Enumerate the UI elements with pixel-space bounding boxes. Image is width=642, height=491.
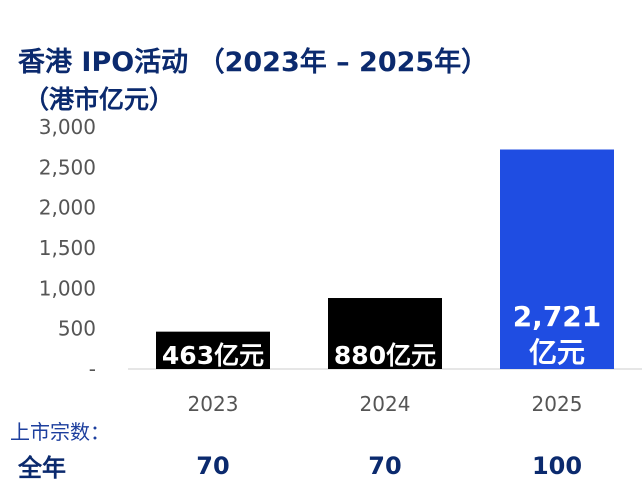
- y-tick-label: 1,000: [39, 276, 96, 300]
- data-label: 亿元: [529, 336, 585, 369]
- y-tick-label: 2,500: [39, 155, 96, 179]
- listing-count-label: 上市宗数：: [10, 420, 110, 444]
- listing-count: 100: [532, 452, 582, 480]
- bar: [328, 298, 442, 369]
- x-tick-label: 2025: [532, 392, 583, 416]
- unit-label: （港市亿元）: [24, 85, 175, 114]
- data-label: 2,721: [513, 300, 602, 333]
- x-tick-label: 2024: [360, 392, 411, 416]
- x-tick-label: 2023: [188, 392, 239, 416]
- listing-count: 70: [196, 452, 229, 480]
- y-tick-label: 1,500: [39, 236, 96, 260]
- y-tick-label: 500: [58, 317, 96, 341]
- bar: [156, 331, 270, 369]
- full-year-label: 全年: [18, 454, 66, 482]
- listing-count: 70: [368, 452, 401, 480]
- bar: [500, 149, 614, 369]
- y-tick-label: 2,000: [39, 196, 96, 220]
- chart-title: 香港 IPO活动 （2023年 – 2025年）: [18, 47, 489, 78]
- y-tick-label: 3,000: [39, 115, 96, 139]
- data-label: 463亿元: [162, 341, 264, 370]
- data-label: 880亿元: [334, 341, 436, 370]
- y-tick-label: -: [89, 357, 96, 381]
